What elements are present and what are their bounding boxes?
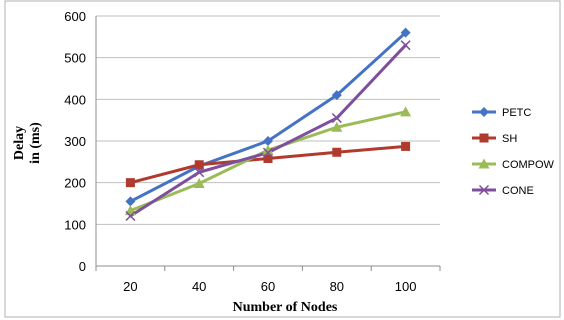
- marker-compow-40: [193, 178, 205, 188]
- y-tick-label-100: 100: [64, 217, 86, 232]
- marker-sh-80: [332, 147, 342, 157]
- x-tick-label-60: 60: [261, 279, 275, 294]
- y-tick-label-0: 0: [79, 259, 86, 274]
- legend: PETC SH COMPOW CONE: [472, 107, 555, 197]
- y-tick-label-600: 600: [64, 9, 86, 24]
- marker-compow-60: [262, 144, 274, 155]
- legend-label-compow: COMPOW: [502, 159, 555, 171]
- legend-marker-compow: [478, 158, 490, 169]
- marker-compow-100: [400, 106, 412, 117]
- marker-cone-80: [331, 113, 342, 124]
- legend-marker-sh: [479, 133, 489, 143]
- marker-cone-40-stroke-b: [194, 167, 205, 178]
- legend-label-sh: SH: [502, 133, 517, 145]
- marker-petc-20: [125, 196, 136, 207]
- legend-marker-petc: [479, 107, 489, 117]
- gridlines: [96, 15, 440, 267]
- marker-cone-100-stroke-b: [400, 40, 411, 51]
- marker-cone-60-stroke-b: [262, 147, 274, 158]
- marker-sh-20: [125, 178, 135, 188]
- marker-sh-40: [194, 160, 204, 170]
- marker-sh-100: [401, 141, 411, 151]
- legend-marker-cone: [478, 184, 490, 196]
- x-axis-title: Number of Nodes: [233, 300, 338, 315]
- marker-petc-100: [400, 27, 411, 38]
- legend-label-cone: CONE: [502, 185, 534, 197]
- marker-compow-80: [331, 121, 343, 132]
- marker-sh-60: [263, 154, 273, 163]
- x-tick-label-80: 80: [330, 279, 344, 294]
- chart-border: [4, 0, 561, 318]
- y-tick-label-300: 300: [64, 134, 86, 149]
- marker-cone-20: [125, 210, 136, 222]
- y-axis-title: Delay in (ms): [12, 122, 43, 164]
- marker-cone-60: [262, 147, 274, 158]
- marker-petc-80: [331, 90, 342, 101]
- y-axis-title-line-2: in (ms): [28, 122, 43, 164]
- y-tick-label-200: 200: [64, 176, 86, 191]
- marker-cone-40: [194, 167, 205, 178]
- marker-cone-80-stroke-b: [331, 113, 342, 124]
- axes: 0 100 200 300 400 500 600 20 40 60 80 100: [64, 9, 441, 294]
- legend-label-petc: PETC: [502, 107, 531, 119]
- x-tick-label-20: 20: [123, 279, 137, 294]
- y-tick-label-500: 500: [64, 51, 86, 66]
- y-axis-title-line-1: Delay: [12, 126, 27, 160]
- markers: [124, 27, 412, 222]
- legend-marker-cone-stroke-b: [478, 184, 490, 196]
- y-tick-label-400: 400: [64, 92, 86, 107]
- x-tick-label-40: 40: [192, 279, 206, 294]
- marker-cone-20-stroke-b: [125, 210, 136, 222]
- x-tick-label-100: 100: [395, 279, 417, 294]
- marker-cone-100: [400, 40, 411, 51]
- marker-petc-60: [263, 136, 273, 146]
